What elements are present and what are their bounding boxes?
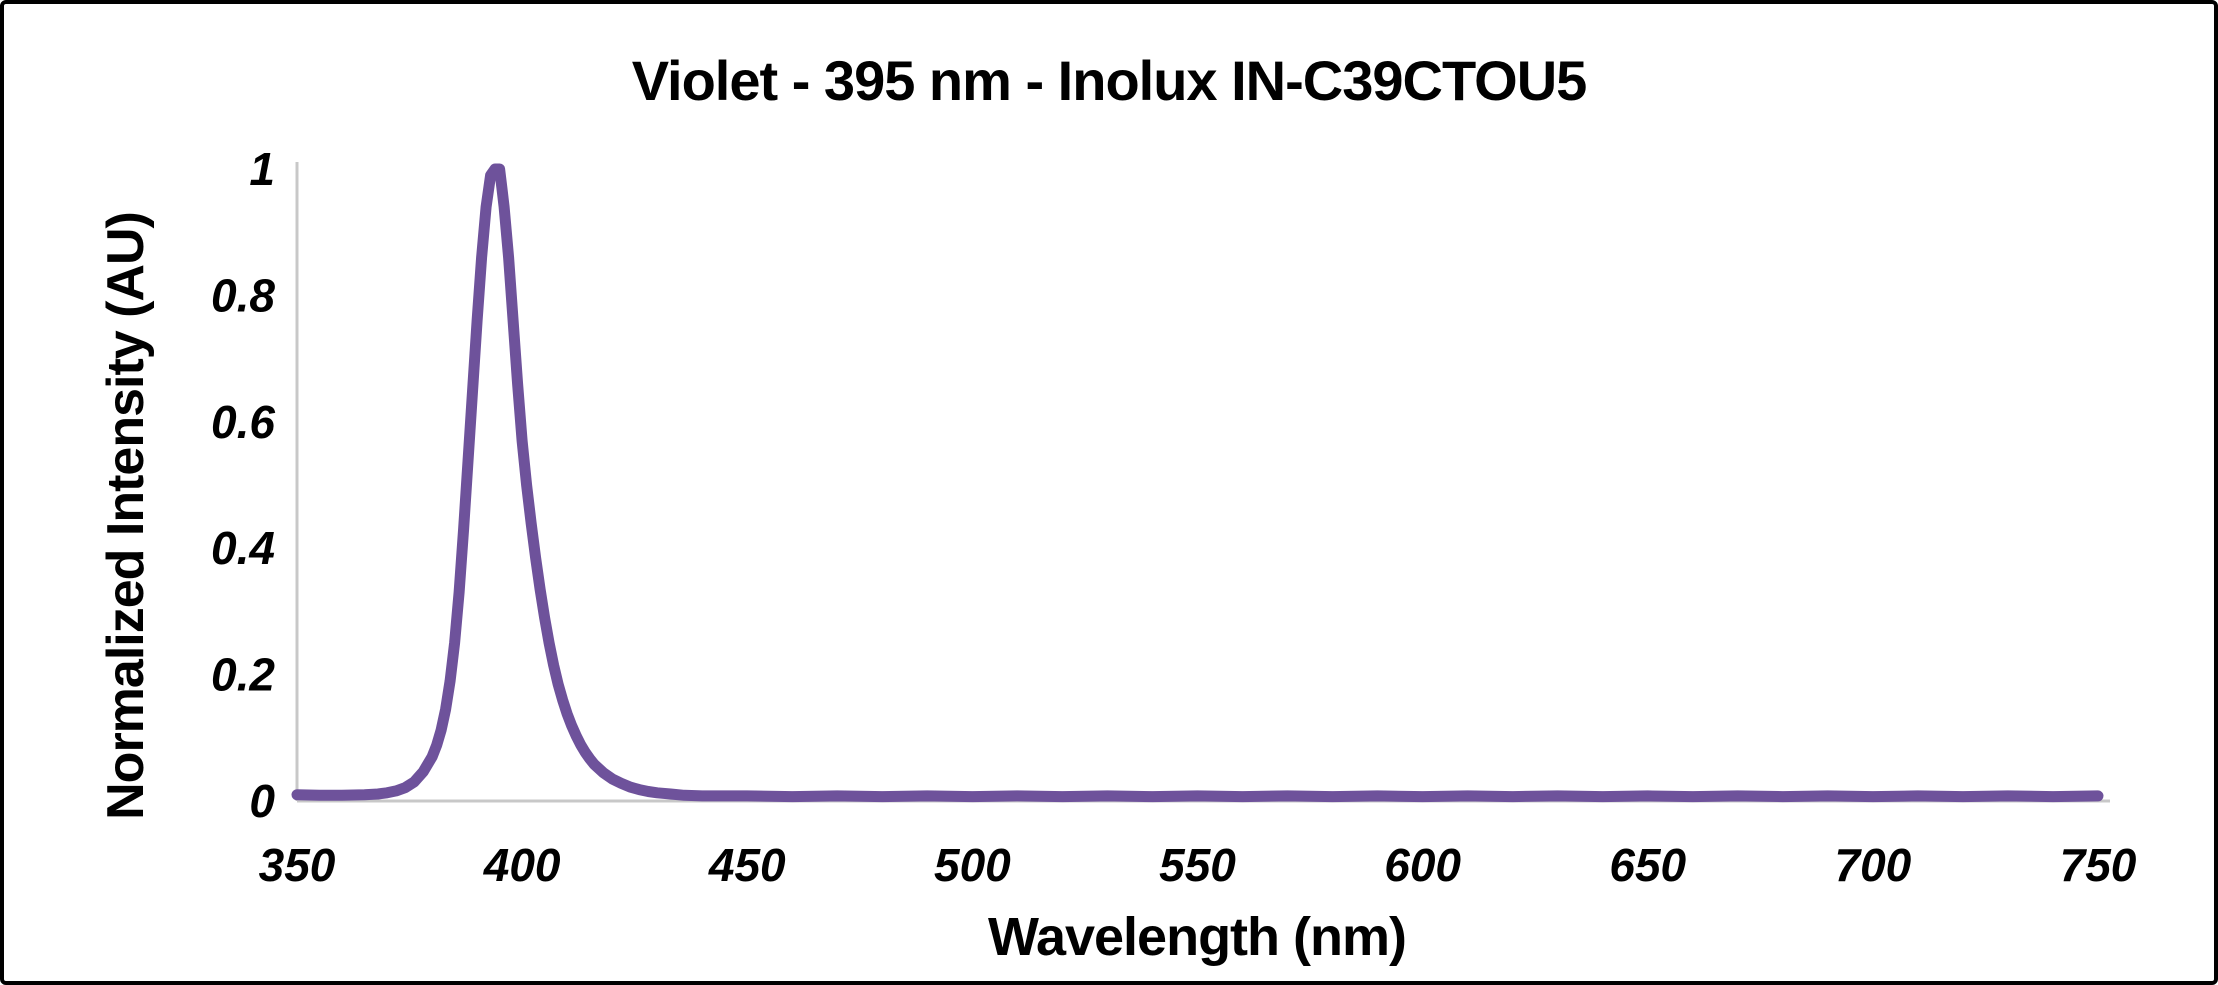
x-tick-label: 350 <box>259 839 336 891</box>
x-tick-label: 400 <box>483 839 561 891</box>
y-tick-label: 1 <box>249 143 275 195</box>
x-tick-label: 550 <box>1159 839 1236 891</box>
spectrum-line <box>291 163 2104 803</box>
plot-area: 0 0.2 0.4 0.6 0.8 1 350 400 450 500 550 600 650 700 75… <box>211 143 2137 891</box>
y-tick-label: 0.8 <box>211 269 275 321</box>
x-tick-label: 500 <box>934 839 1011 891</box>
x-axis-title: Wavelength (nm) <box>987 907 1407 967</box>
x-tick-label: 600 <box>1384 839 1461 891</box>
x-tick-label: 750 <box>2060 839 2137 891</box>
y-tick-label: 0.2 <box>211 649 275 701</box>
x-tick-label: 650 <box>1609 839 1686 891</box>
y-tick-label: 0 <box>249 775 275 827</box>
x-tick-label: 700 <box>1835 839 1912 891</box>
chart-title: Violet - 395 nm - Inolux IN-C39CTOU5 <box>631 49 1588 112</box>
y-tick-label: 0.4 <box>211 522 275 574</box>
x-tick-label: 450 <box>708 839 786 891</box>
y-tick-label: 0.6 <box>211 396 275 448</box>
